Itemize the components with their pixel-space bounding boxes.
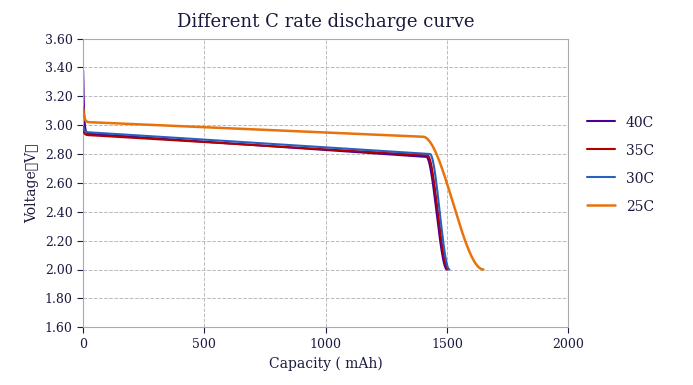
35C: [444, 267, 453, 272]
Y-axis label: Voltage（V）: Voltage（V）: [26, 143, 40, 223]
35C: [301, 146, 309, 151]
30C: [301, 144, 310, 148]
25C: [423, 137, 432, 142]
35C: [312, 146, 320, 151]
25C: [480, 267, 488, 272]
40C: [300, 146, 308, 151]
35C: [101, 134, 109, 139]
30C: [101, 131, 109, 136]
30C: [446, 267, 454, 272]
25C: [383, 133, 391, 137]
40C: [443, 267, 451, 272]
40C: [290, 146, 299, 150]
35C: [79, 127, 87, 132]
Legend: 40C, 35C, 30C, 25C: 40C, 35C, 30C, 25C: [580, 109, 661, 221]
Line: 35C: 35C: [83, 129, 448, 270]
Line: 30C: 30C: [83, 127, 450, 270]
Title: Different C rate discharge curve: Different C rate discharge curve: [177, 13, 475, 32]
25C: [103, 121, 112, 125]
X-axis label: Capacity ( mAh): Capacity ( mAh): [269, 356, 383, 371]
Line: 40C: 40C: [83, 70, 447, 270]
35C: [394, 151, 402, 156]
40C: [392, 152, 401, 157]
25C: [311, 130, 319, 134]
35C: [356, 149, 365, 154]
40C: [310, 147, 319, 152]
30C: [394, 150, 403, 154]
40C: [355, 150, 363, 155]
30C: [79, 124, 87, 129]
30C: [313, 144, 321, 149]
40C: [101, 132, 109, 137]
40C: [79, 68, 87, 72]
25C: [334, 131, 342, 135]
35C: [291, 145, 299, 150]
25C: [322, 130, 331, 135]
30C: [292, 143, 300, 148]
Line: 25C: 25C: [83, 108, 484, 270]
30C: [357, 147, 365, 152]
25C: [79, 105, 87, 110]
